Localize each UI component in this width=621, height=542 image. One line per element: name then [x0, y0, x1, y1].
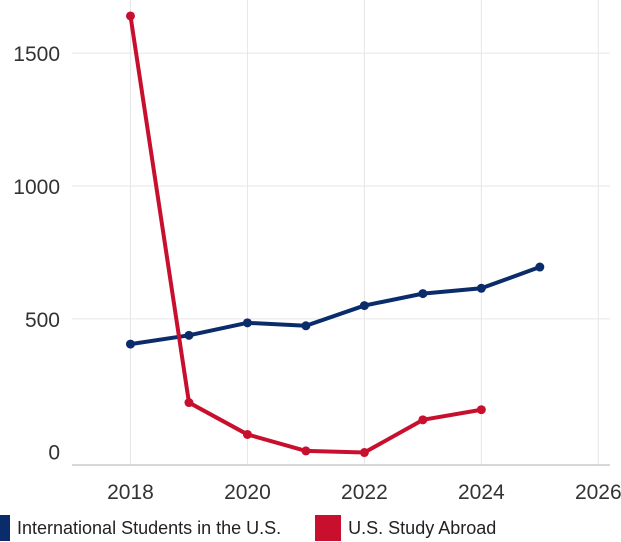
data-point[interactable]	[418, 289, 428, 299]
legend-swatch-us-study-abroad	[315, 515, 342, 541]
data-point[interactable]	[184, 330, 194, 340]
data-point[interactable]	[301, 321, 311, 331]
legend-label-us-study-abroad: U.S. Study Abroad	[348, 517, 497, 538]
data-point[interactable]	[242, 429, 252, 439]
y-tick-label: 1500	[13, 43, 60, 66]
x-tick-label: 2026	[575, 481, 621, 504]
data-point[interactable]	[535, 262, 545, 272]
series	[125, 11, 545, 458]
x-tick-label: 2018	[107, 481, 154, 504]
data-point[interactable]	[301, 446, 311, 456]
y-tick-label: 500	[25, 309, 60, 332]
line-chart-plot: 2018 2020 2022 2024 2026 0 500 1000 1500	[13, 0, 621, 504]
data-point[interactable]	[184, 398, 194, 408]
data-point[interactable]	[359, 301, 369, 311]
grid	[72, 0, 610, 465]
data-point[interactable]	[476, 405, 486, 415]
x-tick-label: 2020	[224, 481, 271, 504]
data-point[interactable]	[242, 318, 252, 328]
data-point[interactable]	[359, 448, 369, 458]
legend-swatch-international-students	[0, 515, 10, 541]
data-point[interactable]	[125, 339, 135, 349]
data-point[interactable]	[125, 11, 135, 21]
legend-item-us-study-abroad[interactable]: U.S. Study Abroad	[315, 515, 496, 541]
y-tick-label: 1000	[13, 176, 60, 199]
legend: International Students in the U.S. U.S. …	[0, 514, 530, 542]
legend-item-international-students[interactable]: International Students in the U.S.	[0, 515, 281, 541]
legend-label-international-students: International Students in the U.S.	[17, 517, 282, 538]
tick-labels: 2018 2020 2022 2024 2026 0 500 1000 1500	[13, 43, 621, 504]
series-line-0	[128, 265, 542, 347]
series-line-1	[128, 13, 484, 455]
y-tick-label: 0	[48, 442, 60, 465]
x-tick-label: 2024	[458, 481, 505, 504]
x-tick-label: 2022	[341, 481, 388, 504]
data-point[interactable]	[476, 283, 486, 293]
data-point[interactable]	[418, 415, 428, 425]
